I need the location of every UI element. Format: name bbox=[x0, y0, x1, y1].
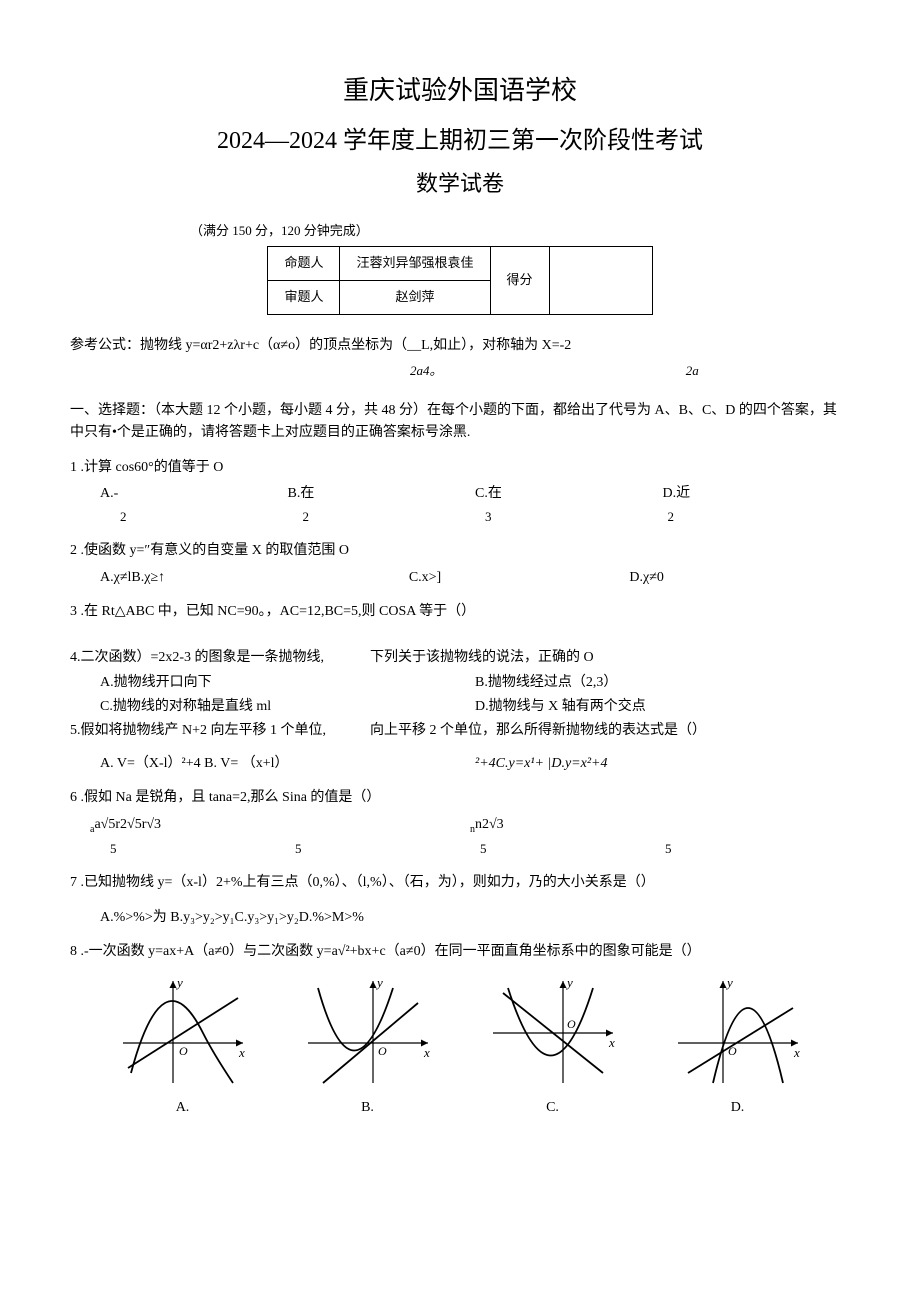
q1-options-sub: 2 2 3 2 bbox=[120, 507, 850, 528]
exam-note: （满分 150 分，120 分钟完成） bbox=[190, 221, 850, 242]
graph-c-label: C. bbox=[483, 1097, 623, 1119]
svg-text:y: y bbox=[565, 975, 573, 990]
graph-a-label: A. bbox=[113, 1097, 253, 1119]
info-r2c1: 审题人 bbox=[268, 280, 340, 314]
svg-text:x: x bbox=[793, 1045, 800, 1060]
q4-options-r2: C.抛物线的对称轴是直线 ml D.抛物线与 X 轴有两个交点 bbox=[100, 696, 850, 718]
q5-stem-r: 向上平移 2 个单位，那么所得新抛物线的表达式是（） bbox=[370, 720, 850, 742]
q1-opt-b: B.在 bbox=[288, 483, 476, 505]
q2-opt-c: C.x>] bbox=[409, 567, 630, 589]
q4-stem-r: 下列关于该抛物线的说法，正确的 O bbox=[370, 647, 850, 669]
q6-options-sub: 5 5 5 5 bbox=[110, 839, 850, 860]
q1-opt-d: D.近 bbox=[663, 483, 851, 505]
graph-c-svg: y x O bbox=[483, 973, 623, 1093]
q4-stem-row: 4.二次函数）=2x2-3 的图象是一条抛物线, 下列关于该抛物线的说法，正确的… bbox=[70, 647, 850, 669]
q1-options: A.- B.在 C.在 D.近 bbox=[100, 483, 850, 505]
q6-sub-b: 5 bbox=[295, 839, 480, 860]
graph-d-svg: y x O bbox=[668, 973, 808, 1093]
q4-options-r1: A.抛物线开口向下 B.抛物线经过点（2,3） bbox=[100, 672, 850, 694]
q5-opt-ab: A. V=（X-l）²+4 B. V= （x+l） bbox=[100, 753, 475, 775]
q4-opt-a: A.抛物线开口向下 bbox=[100, 672, 475, 694]
q5-options: A. V=（X-l）²+4 B. V= （x+l） ²+4C.y=x¹+ |D.… bbox=[100, 753, 850, 775]
graph-a-svg: y x O bbox=[113, 973, 253, 1093]
q4-stem-l: 4.二次函数）=2x2-3 的图象是一条抛物线, bbox=[70, 647, 370, 669]
formula-sub1: 2a4。 bbox=[410, 363, 443, 378]
svg-text:y: y bbox=[175, 975, 183, 990]
q6-line2b: nn2√3 bbox=[470, 814, 850, 838]
q8-graphs: y x O A. y x O B. y x O C. bbox=[90, 973, 830, 1119]
q5-stem-l: 5.假如将抛物线产 N+2 向左平移 1 个单位, bbox=[70, 720, 370, 742]
q6-line2a: aa√5r2√5r√3 bbox=[90, 814, 470, 838]
q4-opt-d: D.抛物线与 X 轴有两个交点 bbox=[475, 696, 850, 718]
q4-opt-c: C.抛物线的对称轴是直线 ml bbox=[100, 696, 475, 718]
score-label: 得分 bbox=[490, 246, 549, 314]
graph-d: y x O D. bbox=[668, 973, 808, 1119]
graph-c: y x O C. bbox=[483, 973, 623, 1119]
svg-text:x: x bbox=[608, 1035, 615, 1050]
q2-options: A.χ≠lB.χ≥↑ C.x>] D.χ≠0 bbox=[100, 567, 850, 589]
info-r1c1: 命题人 bbox=[268, 246, 340, 280]
svg-text:O: O bbox=[378, 1044, 387, 1058]
q5-opt-cd: ²+4C.y=x¹+ |D.y=x²+4 bbox=[475, 753, 850, 775]
q6-sub-c: 5 bbox=[480, 839, 665, 860]
q1-sub-a: 2 bbox=[120, 507, 303, 528]
q1-opt-a: A.- bbox=[100, 483, 288, 505]
svg-text:O: O bbox=[567, 1017, 576, 1031]
info-r1c2: 汪蓉刘异邹强根袁佳 bbox=[340, 246, 490, 280]
q1-sub-b: 2 bbox=[303, 507, 486, 528]
q6-sub-a: 5 bbox=[110, 839, 295, 860]
q1-opt-c: C.在 bbox=[475, 483, 663, 505]
graph-d-label: D. bbox=[668, 1097, 808, 1119]
graph-b-label: B. bbox=[298, 1097, 438, 1119]
q1-sub-c: 3 bbox=[485, 507, 668, 528]
q7-options: A.%>%>为 B.y₃>y₂>y₁C.y₃>y₁>y₂D.%>M>% bbox=[100, 907, 850, 929]
q7-stem: 7 .已知抛物线 y=（x-l）2+%上有三点（0,%）、（l,%）、（石，为）… bbox=[70, 872, 850, 894]
q8-stem: 8 .-一次函数 y=ax+A（a≠0）与二次函数 y=a√²+bx+c（a≠0… bbox=[70, 941, 850, 963]
svg-text:x: x bbox=[238, 1045, 245, 1060]
q3-stem: 3 .在 Rt△ABC 中，已知 NC=90。，AC=12,BC=5,则 COS… bbox=[70, 601, 850, 623]
graph-a: y x O A. bbox=[113, 973, 253, 1119]
info-table: 命题人 汪蓉刘异邹强根袁佳 得分 审题人 赵剑萍 bbox=[267, 246, 652, 315]
q1-sub-d: 2 bbox=[668, 507, 851, 528]
q6-line2: aa√5r2√5r√3 nn2√3 bbox=[90, 814, 850, 838]
subject-title: 数学试卷 bbox=[70, 166, 850, 201]
q2-opt-ab: A.χ≠lB.χ≥↑ bbox=[100, 567, 409, 589]
graph-b-svg: y x O bbox=[298, 973, 438, 1093]
q4-opt-b: B.抛物线经过点（2,3） bbox=[475, 672, 850, 694]
section1-heading: 一、选择题：（本大题 12 个小题，每小题 4 分，共 48 分）在每个小题的下… bbox=[70, 400, 850, 445]
exam-title: 2024—2024 学年度上期初三第一次阶段性考试 bbox=[70, 122, 850, 160]
svg-text:x: x bbox=[423, 1045, 430, 1060]
q6-stem: 6 .假如 Na 是锐角，且 tana=2,那么 Sina 的值是（） bbox=[70, 787, 850, 809]
graph-b: y x O B. bbox=[298, 973, 438, 1119]
q2-opt-d: D.χ≠0 bbox=[629, 567, 850, 589]
q2-stem: 2 .使函数 y=″有意义的自变量 X 的取值范围 O bbox=[70, 540, 850, 562]
q6-sub-d: 5 bbox=[665, 839, 850, 860]
school-title: 重庆试验外国语学校 bbox=[70, 70, 850, 112]
svg-text:O: O bbox=[179, 1044, 188, 1058]
formula-line: 参考公式：抛物线 y=αr2+zλr+c（α≠o）的顶点坐标为（__L,如止），… bbox=[70, 335, 850, 357]
info-r2c2: 赵剑萍 bbox=[340, 280, 490, 314]
svg-text:y: y bbox=[725, 975, 733, 990]
q5-stem-row: 5.假如将抛物线产 N+2 向左平移 1 个单位, 向上平移 2 个单位，那么所… bbox=[70, 720, 850, 742]
q1-stem: 1 .计算 cos60°的值等于 O bbox=[70, 457, 850, 479]
svg-text:y: y bbox=[375, 975, 383, 990]
formula-sub: 2a4。 2a bbox=[70, 361, 850, 382]
score-cell bbox=[549, 246, 652, 314]
formula-sub2: 2a bbox=[686, 363, 699, 378]
